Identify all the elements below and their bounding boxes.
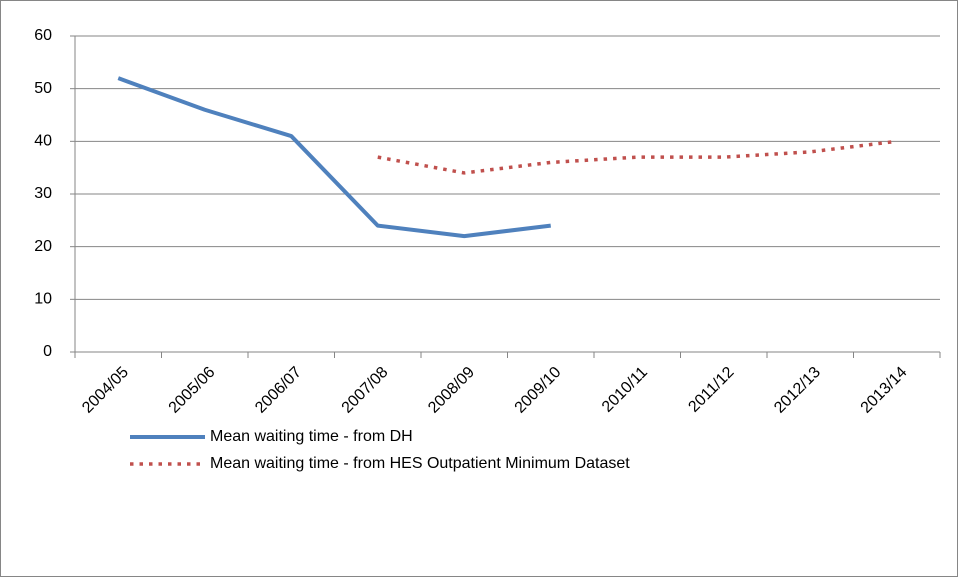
y-tick-label: 50 (34, 80, 52, 97)
y-tick-label: 60 (34, 27, 52, 44)
series-line (117, 76, 551, 239)
y-tick-label: 30 (34, 185, 52, 202)
y-tick-label: 20 (34, 238, 52, 255)
legend-label: Mean waiting time - from HES Outpatient … (210, 455, 630, 472)
y-tick-label: 0 (43, 343, 52, 360)
y-tick-label: 40 (34, 133, 52, 150)
series-line (377, 139, 897, 175)
y-tick-label: 10 (34, 291, 52, 308)
legend-label: Mean waiting time - from DH (210, 428, 413, 445)
